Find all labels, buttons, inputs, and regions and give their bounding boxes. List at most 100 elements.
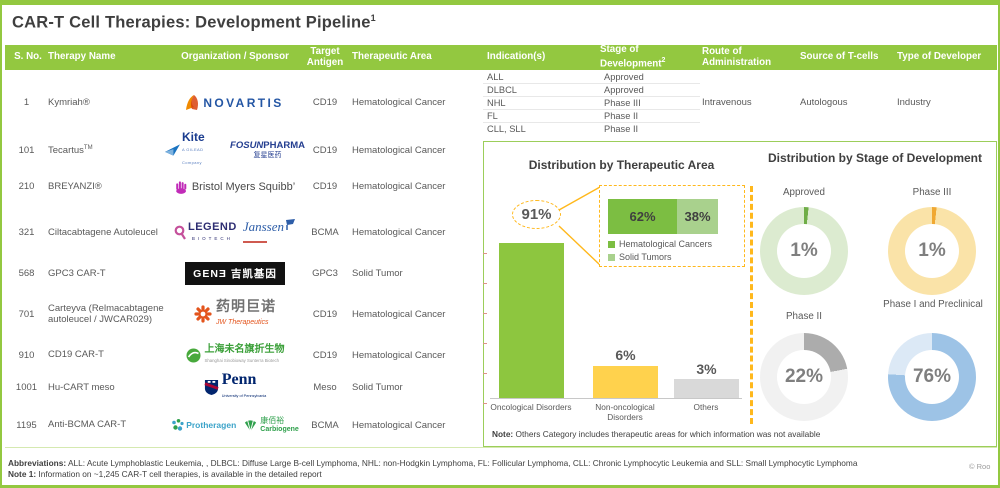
bar-label-non-oncological: Non-oncological Disorders (595, 402, 655, 422)
cell-sno: 1195 (16, 419, 37, 431)
jw-flower-icon (194, 305, 212, 323)
sinobioway-leaf-icon (186, 348, 200, 362)
callout-connector-lines (558, 186, 601, 266)
carbiogene-logo: 康佰裕 Carbiogene (243, 416, 299, 434)
janssen-logo: Janssen (242, 218, 296, 247)
x-axis (490, 398, 742, 399)
protheragen-dots-icon (172, 418, 184, 431)
col-header-stage: Stage of Development2 (600, 44, 666, 70)
cell-therapeutic-area: Hematological Cancer (352, 227, 446, 238)
donut-label-phase1-preclinical: Phase I and Preclinical (883, 299, 983, 310)
bms-hand-icon (176, 180, 187, 194)
novartis-flame-icon (186, 95, 199, 110)
cell-organization: Bristol Myers Squibb’ (165, 165, 305, 208)
indication-subrow: CLL, SLL Phase II (487, 123, 639, 134)
slide-border-right (998, 0, 1000, 488)
donut-label-phase2: Phase II (786, 311, 822, 322)
col-header-indications: Indication(s) (487, 51, 546, 63)
cell-therapy-name: Kymriah® (48, 96, 90, 108)
indication-subrow: NHL Phase III (483, 96, 700, 110)
col-header-route: Route of Administration (702, 46, 772, 68)
donut-label-phase3: Phase III (912, 187, 952, 198)
cell-sno: 210 (18, 181, 35, 192)
cell-therapeutic-area: Hematological Cancer (352, 144, 446, 156)
legend-biotech-logo: LEGEND BIOTECH (174, 221, 237, 244)
therapeutic-area-chart-title: Distribution by Therapeutic Area (528, 158, 715, 172)
cell-sno: 1 (23, 97, 30, 108)
cell-sno: 101 (18, 144, 35, 156)
donut-phase1-preclinical: 76% (888, 333, 976, 421)
jw-therapeutics-logo: 药明巨诺 JW Therapeutics (194, 299, 276, 329)
table-header: S. No. Therapy Name Organization / Spons… (5, 45, 997, 70)
cell-target-antigen: CD19 (312, 349, 338, 361)
janssen-subtext-mark (242, 240, 267, 243)
cell-target-antigen: CD19 (312, 97, 338, 108)
col-header-therapeutic-area: Therapeutic Area (352, 51, 432, 63)
cell-therapeutic-area: Hematological Cancer (352, 308, 446, 320)
genechem-logo: GENƎ 吉凯基因 (185, 262, 285, 285)
copyright: © Roo (969, 462, 991, 471)
cell-therapeutic-area: Hematological Cancer (352, 97, 446, 108)
cell-target-antigen: BCMA (311, 419, 339, 431)
cell-organization: 上海未名旗折生物 Shanghai Sinobioway Sunterra Bio… (165, 338, 305, 372)
bar-value-others: 3% (696, 361, 717, 377)
cell-therapy-name: CD19 CAR-T (48, 349, 104, 361)
penn-shield-icon (204, 380, 219, 395)
cell-target-antigen: CD19 (312, 308, 338, 320)
bar-label-oncological: Oncological Disorders (490, 402, 572, 412)
cell-therapy-name: BREYANZI® (48, 180, 102, 192)
col-header-developer: Type of Developer (897, 51, 982, 63)
novartis-logo: NOVARTIS (186, 95, 283, 110)
bar-value-non-oncological: 6% (615, 347, 636, 363)
segment-solid-tumors: 38% (677, 199, 718, 234)
cell-therapeutic-area: Hematological Cancer (352, 419, 446, 431)
title-footnote-marker: 1 (370, 13, 376, 23)
cell-sno: 321 (18, 227, 35, 238)
cell-target-antigen: CD19 (312, 181, 338, 192)
bar-others (674, 379, 739, 398)
cell-therapy-name: Ciltacabtagene Autoleucel (48, 226, 158, 238)
cell-developer: Industry (897, 97, 931, 108)
cell-target-antigen: GPC3 (312, 268, 338, 279)
legend-swatch-hematological (608, 240, 615, 248)
cell-therapy-name: Anti-BCMA CAR-T (48, 419, 127, 431)
dashed-divider (750, 186, 753, 424)
slide-border-top (0, 0, 1000, 5)
cell-therapeutic-area: Solid Tumor (352, 268, 403, 279)
cell-sno: 568 (18, 268, 35, 279)
cell-organization: LEGEND BIOTECH Janssen (165, 208, 305, 257)
kite-plane-icon (165, 144, 180, 156)
stage-chart-title: Distribution by Stage of Development (767, 151, 983, 165)
cell-therapy-name: GPC3 CAR-T (48, 267, 106, 279)
cell-therapy-name: TecartusTM (48, 145, 93, 157)
cell-sno: 910 (18, 349, 35, 361)
bar-label-others: Others (693, 402, 719, 412)
cell-organization: 药明巨诺 JW Therapeutics (165, 290, 305, 338)
legend-item-solid-tumors: Solid Tumors (608, 252, 672, 262)
cell-organization: Kite A GILEAD Company FOSUNPHARMA 复星医药 (165, 131, 305, 165)
cell-sno: 1001 (15, 382, 38, 393)
donut-phase3: 1% (888, 207, 976, 295)
cell-therapeutic-area: Solid Tumor (352, 382, 403, 393)
cell-organization: NOVARTIS (165, 70, 305, 135)
bar-non-oncological (593, 366, 658, 398)
cell-sno: 701 (18, 308, 35, 320)
legend-item-hematological: Hematological Cancers (608, 239, 712, 249)
col-header-sno: S. No. (14, 51, 42, 63)
footnote-line: Note 1: Information on ~1,245 CAR-T cell… (8, 469, 322, 479)
breakdown-stacked-bar: 62% 38% (608, 199, 718, 234)
cell-organization: Penn University of Pennsylvania (165, 371, 305, 403)
janssen-flag-icon (286, 218, 295, 230)
cell-therapy-name: Hu-CART meso (48, 381, 115, 393)
indication-subrow: DLBCL Approved (483, 83, 700, 97)
oncological-breakdown-callout: 62% 38% Hematological Cancers Solid Tumo… (599, 185, 745, 267)
cell-organization: GENƎ 吉凯基因 (165, 257, 305, 290)
col-header-therapy-name: Therapy Name (48, 51, 116, 63)
cell-therapeutic-area: Hematological Cancer (352, 181, 446, 192)
protheragen-logo: Protheragen (171, 418, 236, 432)
cell-target-antigen: Meso (313, 382, 337, 393)
legend-ribbon-icon (174, 225, 186, 240)
indication-subrow: FL Phase II (483, 109, 700, 123)
bar-value-oncological: 91% (512, 200, 561, 229)
